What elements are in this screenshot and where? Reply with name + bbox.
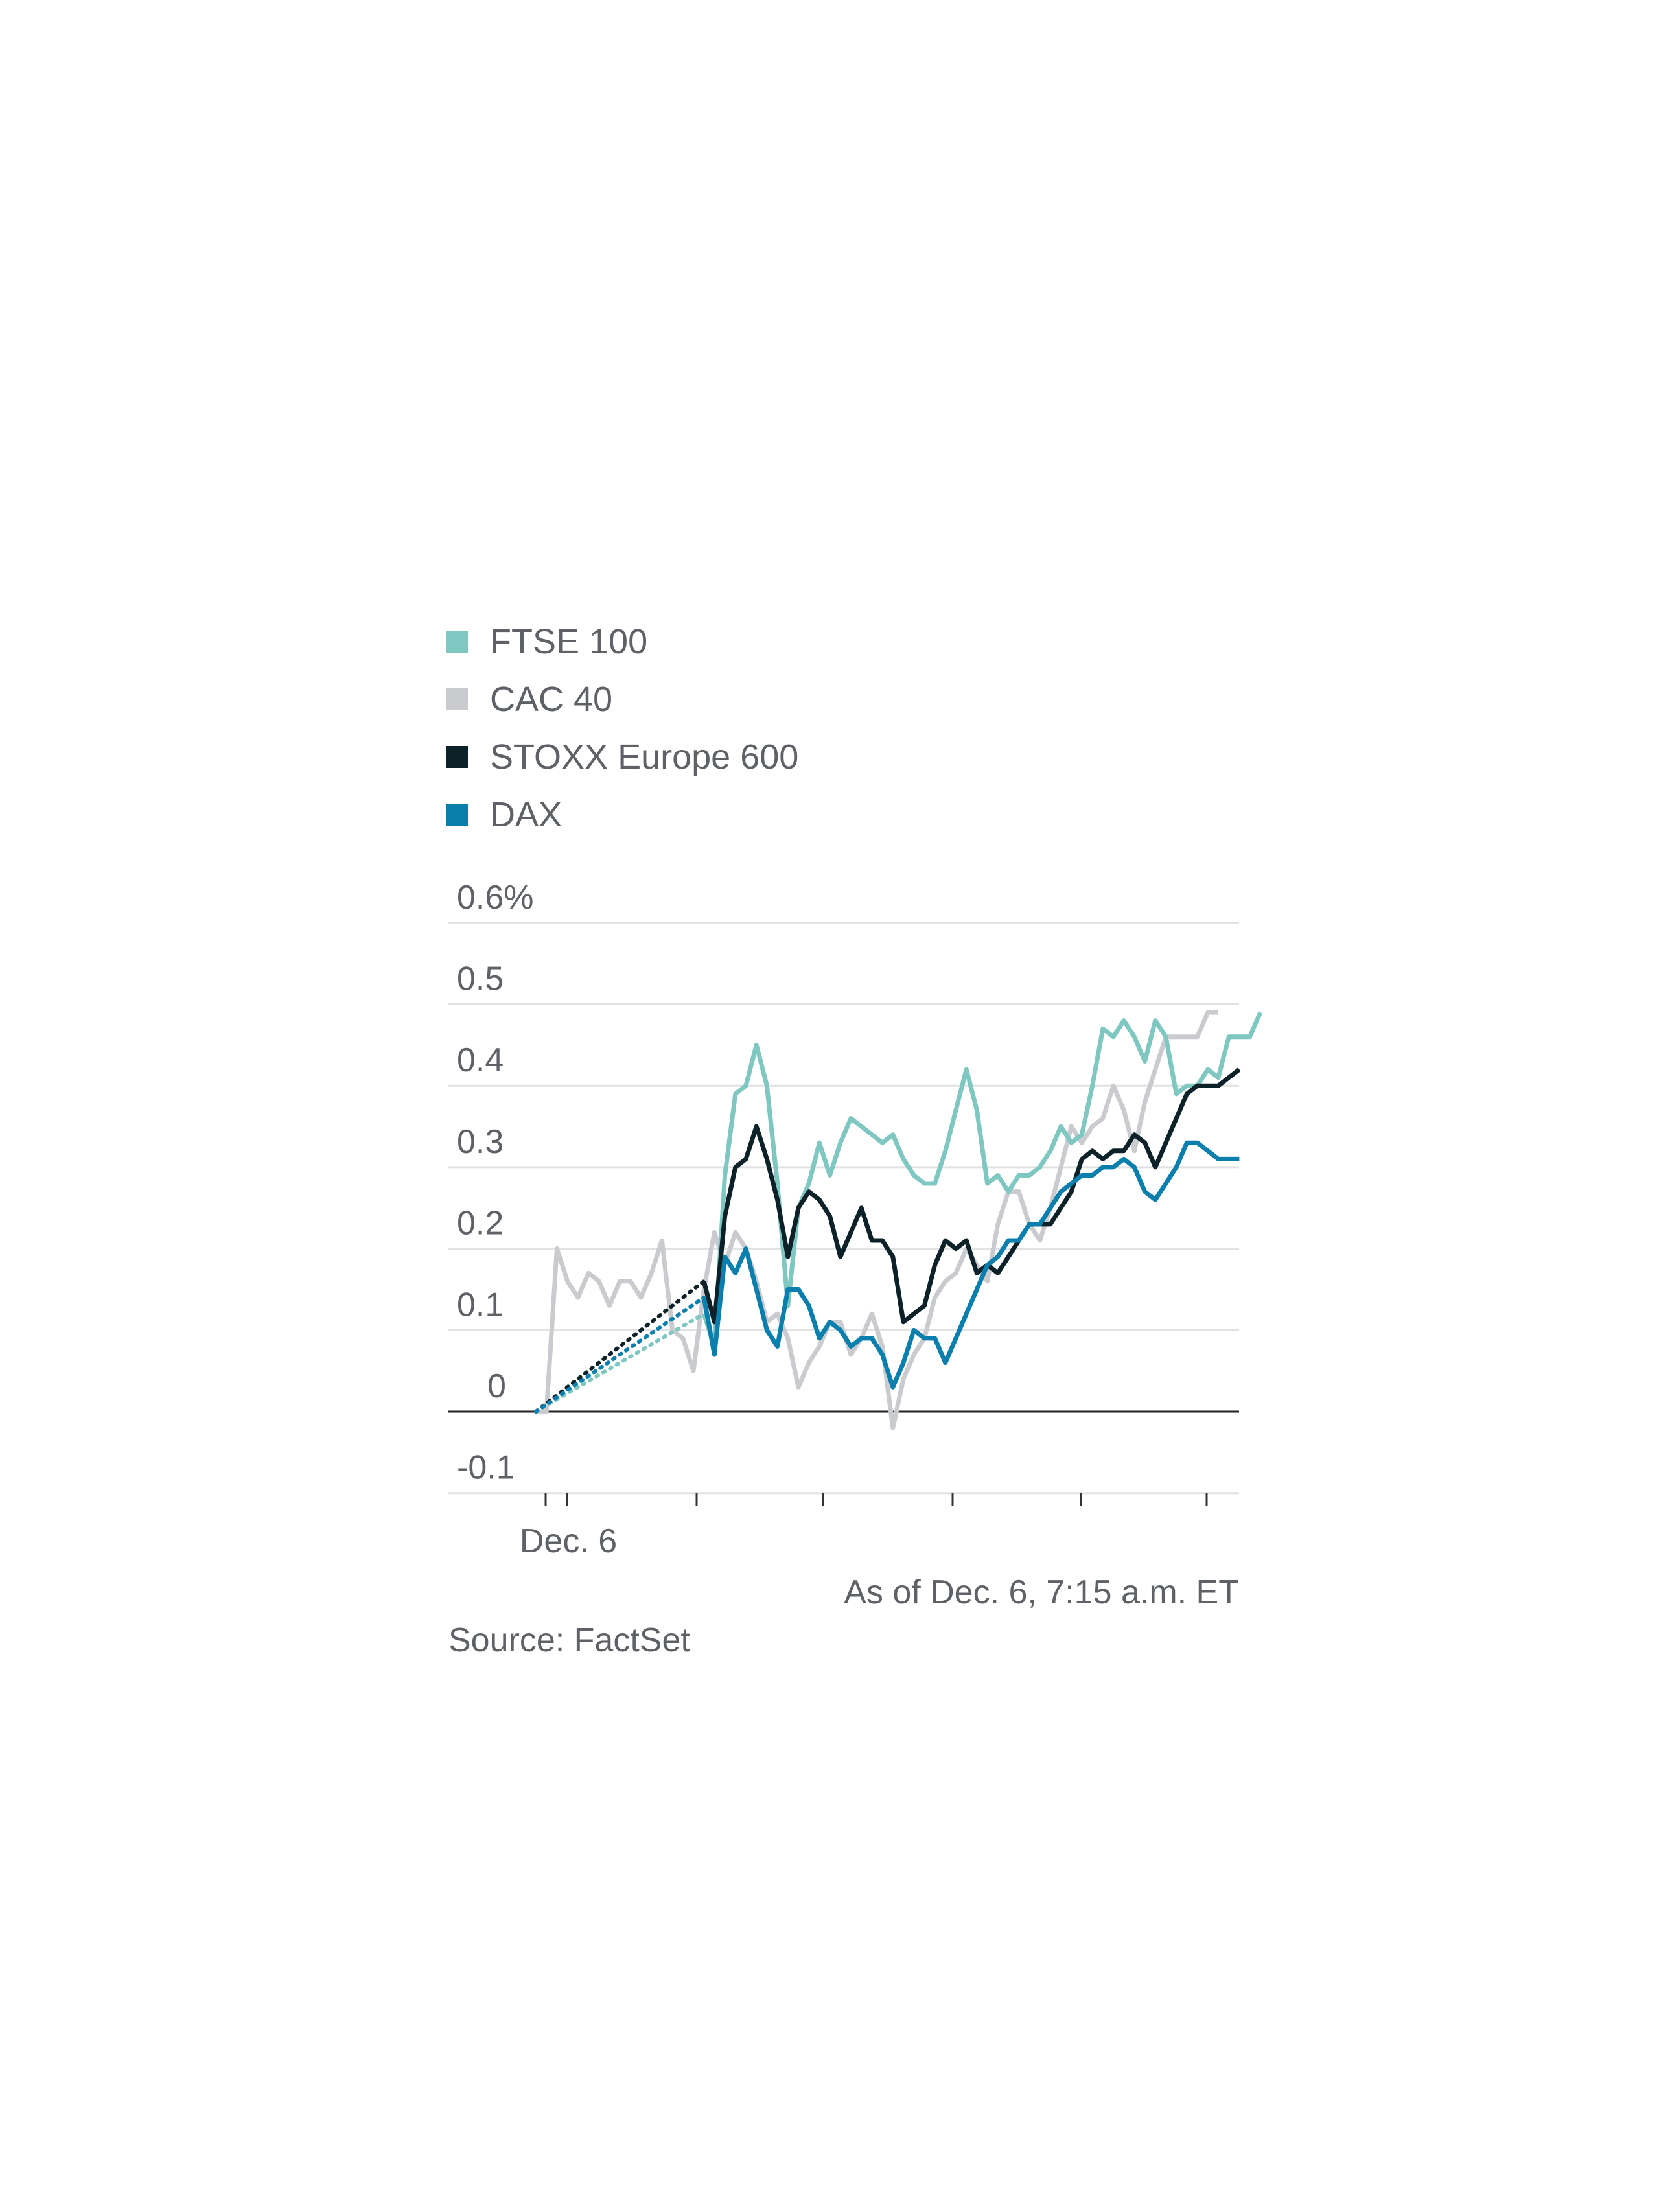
x-tick-label: Dec. 6: [520, 1522, 617, 1560]
legend-swatch-ftse: [446, 630, 468, 653]
series-dotted-ftse-100: [534, 1312, 706, 1414]
legend-label-ftse: FTSE 100: [490, 622, 648, 661]
legend-item-ftse: FTSE 100: [446, 612, 798, 670]
legend-swatch-dax: [446, 803, 468, 826]
legend-label-stoxx: STOXX Europe 600: [490, 737, 799, 776]
y-tick-label: 0.3: [457, 1123, 504, 1161]
y-tick-label: 0.1: [457, 1286, 504, 1323]
y-tick-label: -0.1: [457, 1449, 515, 1487]
series-line-stoxx-europe-600: [701, 1067, 1241, 1325]
series-dotted-dax: [534, 1296, 706, 1414]
source-note: Source: FactSet: [448, 1622, 690, 1659]
timestamp-note: As of Dec. 6, 7:15 a.m. ET: [844, 1574, 1239, 1611]
x-axis: [544, 1493, 1208, 1506]
y-tick-label: 0.6%: [457, 879, 534, 916]
legend-item-cac: CAC 40: [446, 670, 798, 728]
legend-label-dax: DAX: [490, 795, 563, 834]
series-dotted-stoxx-europe-600: [534, 1279, 706, 1414]
y-tick-label: 0.5: [457, 960, 504, 998]
y-axis-ticks: 0.6% 0.5 0.4 0.3 0.2 0.1 0 -0.1: [457, 879, 534, 1487]
legend-swatch-stoxx: [446, 745, 468, 768]
series-line-cac-40: [536, 1010, 1218, 1430]
legend-item-dax: DAX: [446, 786, 798, 843]
series-lines: [534, 1010, 1263, 1430]
gridlines: [448, 922, 1239, 1495]
legend-swatch-cac: [446, 688, 468, 710]
y-tick-label: 0.2: [457, 1205, 504, 1242]
series-line-dax: [701, 1140, 1240, 1390]
legend-item-stoxx: STOXX Europe 600: [446, 728, 798, 786]
legend-label-cac: CAC 40: [490, 679, 613, 719]
y-tick-label: 0.4: [457, 1042, 504, 1079]
y-tick-label: 0: [487, 1368, 506, 1405]
legend: FTSE 100 CAC 40 STOXX Europe 600 DAX: [446, 612, 798, 843]
